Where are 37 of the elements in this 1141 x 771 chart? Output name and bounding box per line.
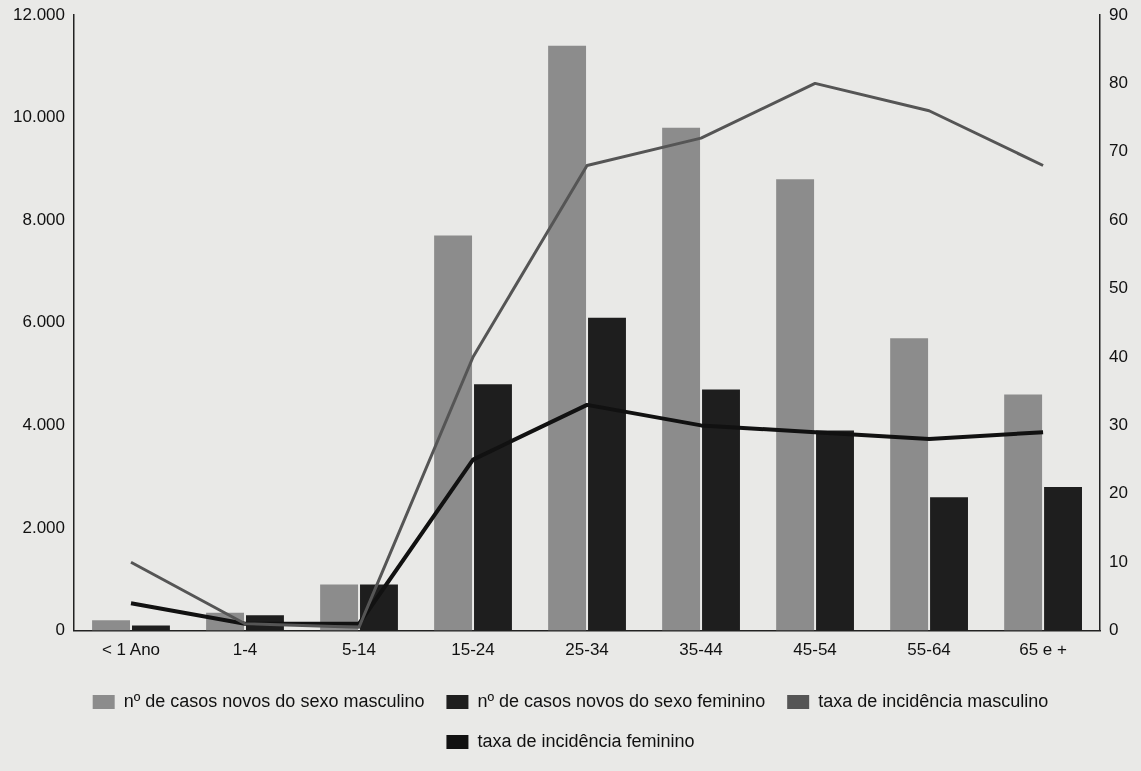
bar: [776, 179, 815, 631]
x-tick-label: 55-64: [907, 640, 951, 660]
y2-tick-label: 80: [1109, 73, 1129, 93]
y2-tick-label: 0: [1109, 620, 1119, 640]
y2-tick-label: 20: [1109, 483, 1129, 503]
y-tick-label: 2.000: [22, 517, 65, 537]
y-tick-label: 10.000: [13, 107, 65, 127]
bar: [92, 620, 130, 631]
bar: [662, 127, 701, 631]
y2-tick-label: 10: [1109, 551, 1129, 571]
x-tick-label: 1-4: [232, 640, 258, 660]
x-tick-label: 35-44: [679, 640, 723, 660]
bar: [548, 45, 587, 631]
y2-tick-label: 90: [1109, 4, 1129, 24]
legend-label: nº de casos novos do sexo masculino: [123, 690, 425, 711]
y2-tick-label: 40: [1109, 346, 1129, 366]
x-tick-label: < 1 Ano: [101, 640, 161, 660]
legend-label: taxa de incidência masculino: [818, 690, 1049, 711]
y-tick-label: 12.000: [13, 4, 65, 24]
x-tick-label: 5-14: [342, 640, 377, 660]
y-tick-label: 6.000: [22, 312, 65, 332]
x-tick-label: 15-24: [451, 640, 495, 660]
y2-tick-label: 70: [1109, 141, 1129, 161]
y-tick-label: 8.000: [22, 209, 65, 229]
x-tick-label: 45-54: [793, 640, 837, 660]
bar: [434, 235, 473, 631]
bar: [1004, 394, 1043, 631]
y2-tick-label: 30: [1109, 415, 1129, 435]
legend-label: taxa de incidência feminino: [477, 730, 695, 751]
bar: [890, 338, 929, 631]
y-tick-label: 4.000: [22, 415, 65, 435]
x-tick-label: 65 e +: [1019, 640, 1068, 660]
y2-tick-label: 60: [1109, 209, 1129, 229]
x-tick-label: 25-34: [565, 640, 609, 660]
y-tick-label: 0: [55, 620, 65, 640]
legend-label: nº de casos novos do sexo feminino: [477, 690, 766, 711]
y2-tick-label: 50: [1109, 278, 1129, 298]
